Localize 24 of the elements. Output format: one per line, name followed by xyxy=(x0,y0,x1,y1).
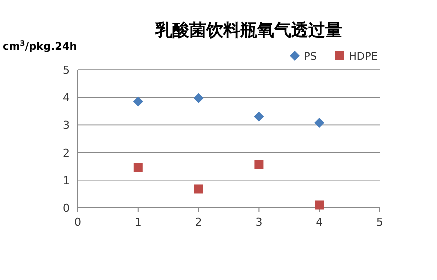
x-tick-label: 1 xyxy=(134,216,142,229)
point xyxy=(254,112,264,122)
y-tick-label: 5 xyxy=(63,64,70,77)
point xyxy=(194,93,204,104)
point xyxy=(134,163,143,172)
y-tick-label: 0 xyxy=(63,202,70,215)
point xyxy=(314,118,325,128)
x-tick-label: 3 xyxy=(256,216,263,229)
y-tick-label: 1 xyxy=(63,174,70,188)
y-tick-label: 4 xyxy=(63,92,70,105)
y-axis-title: cm$^{3}$/pkg.24h xyxy=(3,38,78,53)
point xyxy=(254,160,264,170)
legend-label: PS xyxy=(304,51,318,63)
x-tick-label: 2 xyxy=(195,216,202,229)
point xyxy=(194,184,204,194)
x-tick-label: 0 xyxy=(74,216,82,229)
point xyxy=(315,200,324,210)
y-tick-label: 2 xyxy=(63,146,70,160)
y-tick-label: 3 xyxy=(63,119,70,132)
x-tick-label: 4 xyxy=(316,216,324,229)
x-tick-label: 5 xyxy=(376,216,384,229)
chart-title: 乳酸菌饮料瓶氧气透过量 xyxy=(154,21,342,41)
point xyxy=(133,96,144,107)
legend-label: HDPE xyxy=(349,51,378,63)
